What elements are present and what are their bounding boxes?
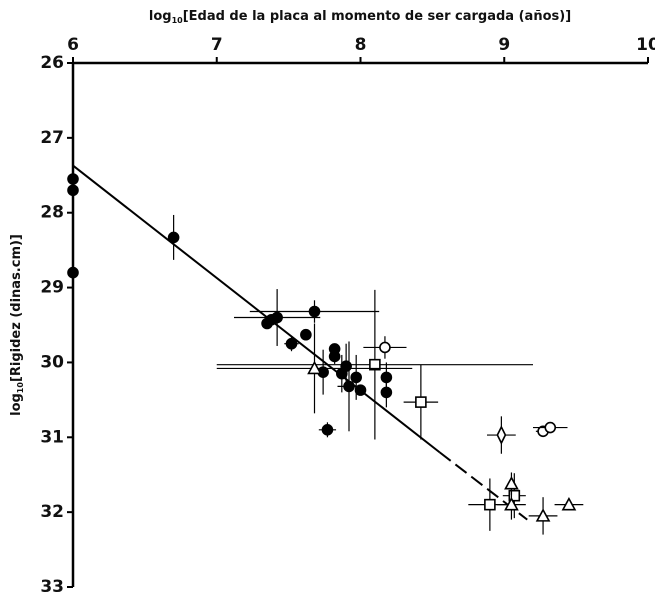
y-tick-label: 26 <box>40 53 64 73</box>
x-label-text: [Edad de la placa al momento de ser carg… <box>183 9 571 24</box>
circle-point <box>67 184 79 197</box>
circle-point <box>271 311 283 324</box>
circle-point <box>340 360 352 372</box>
circle-point <box>308 305 321 318</box>
y-axis-label: log10[Rigidez (dinas.cm)] <box>9 234 25 416</box>
circle-point <box>67 173 79 185</box>
triangle-point <box>561 496 577 511</box>
circle-point <box>380 386 393 399</box>
y-label-prefix: log <box>9 393 24 416</box>
square-point <box>484 498 496 511</box>
circle-point <box>67 266 79 279</box>
x-tick-label: 9 <box>498 35 510 55</box>
square-point <box>369 358 381 371</box>
square-point <box>508 489 521 502</box>
triangle-point <box>504 476 519 490</box>
circle-point <box>300 328 312 341</box>
y-tick-label: 33 <box>40 577 64 597</box>
circle-point <box>354 384 367 396</box>
y-tick-label: 28 <box>40 203 64 223</box>
y-label-text: [Rigidez (dinas.cm)] <box>9 234 24 382</box>
y-tick-label: 31 <box>40 427 64 447</box>
x-tick-label: 8 <box>355 35 367 55</box>
triangle-point <box>535 508 551 522</box>
circle-point <box>544 421 557 434</box>
diamond-point <box>496 425 507 445</box>
circle-point <box>285 337 298 350</box>
triangle-point <box>504 496 519 511</box>
x-tick-label: 6 <box>67 35 79 55</box>
circle-point <box>328 350 341 363</box>
x-label-prefix: log <box>149 9 172 24</box>
circle-point <box>379 341 391 354</box>
triangle-point <box>307 360 322 375</box>
x-label-sub: 10 <box>172 16 184 25</box>
x-axis-label: log10[Edad de la placa al momento de ser… <box>149 9 571 25</box>
circle-point <box>350 371 362 384</box>
x-tick-label: 10 <box>636 35 655 55</box>
circle-point <box>321 423 334 436</box>
x-tick-label: 7 <box>211 35 223 55</box>
circle-point <box>343 380 355 393</box>
square-point <box>415 396 427 408</box>
y-tick-label: 30 <box>40 352 64 372</box>
y-label-sub: 10 <box>16 382 25 394</box>
fit-line <box>72 164 441 454</box>
y-tick-label: 29 <box>40 278 64 298</box>
y-tick-label: 32 <box>40 502 64 522</box>
circle-point <box>167 231 180 244</box>
y-tick-label: 27 <box>40 128 64 148</box>
